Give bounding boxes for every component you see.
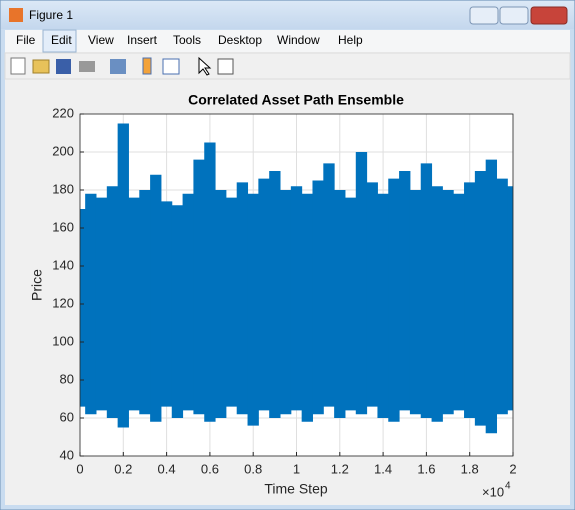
y-axis-label: Price [29, 269, 45, 301]
y-tick-label: 60 [60, 409, 74, 424]
x-axis-label: Time Step [264, 481, 327, 497]
print-icon[interactable] [79, 61, 95, 72]
colorbar-icon[interactable] [142, 57, 152, 75]
menu-item[interactable]: Insert [127, 33, 158, 47]
y-tick-label: 200 [52, 143, 74, 158]
plot-tools-icon[interactable] [217, 58, 234, 75]
menu-bar [5, 30, 570, 52]
link-icon[interactable] [110, 59, 126, 74]
x-tick-label: 1 [293, 461, 300, 476]
menu-item[interactable]: View [88, 33, 114, 47]
open-icon[interactable] [32, 59, 50, 74]
x-exponent: 4 [505, 481, 511, 492]
y-tick-label: 80 [60, 371, 74, 386]
chart-title: Correlated Asset Path Ensemble [188, 92, 404, 108]
toolbar-icons [10, 56, 234, 76]
menu-item[interactable]: Tools [173, 33, 201, 47]
x-multiplier: ×10 [482, 484, 504, 499]
pointer-icon[interactable] [198, 56, 212, 76]
minimize-button[interactable] [469, 6, 499, 25]
y-tick-label: 100 [52, 333, 74, 348]
y-tick-label: 160 [52, 219, 74, 234]
x-tick-label: 1.2 [331, 461, 349, 476]
x-tick-label: 2 [509, 461, 516, 476]
close-button[interactable] [530, 6, 568, 25]
x-tick-label: 0.6 [201, 461, 219, 476]
app-icon [9, 8, 23, 22]
x-tick-label: 0 [76, 461, 83, 476]
y-tick-label: 140 [52, 257, 74, 272]
window-title: Figure 1 [29, 8, 73, 22]
toolbar [4, 52, 571, 80]
y-tick-label: 40 [60, 447, 74, 462]
x-tick-label: 0.8 [244, 461, 262, 476]
save-icon[interactable] [56, 59, 71, 74]
menu-item[interactable]: Desktop [218, 33, 262, 47]
menu-item[interactable]: Window [277, 33, 320, 47]
y-tick-label: 180 [52, 181, 74, 196]
menu-highlight [42, 29, 77, 53]
menu-item[interactable]: File [16, 33, 36, 47]
y-tick-label: 120 [52, 295, 74, 310]
x-tick-label: 1.4 [374, 461, 392, 476]
menu-item[interactable]: Help [338, 33, 363, 47]
new-icon[interactable] [10, 57, 26, 75]
x-tick-label: 0.2 [114, 461, 132, 476]
x-tick-label: 0.4 [158, 461, 176, 476]
menu-item[interactable]: Edit [51, 33, 72, 47]
x-tick-label: 1.6 [417, 461, 435, 476]
maximize-button[interactable] [499, 6, 529, 25]
y-tick-label: 220 [52, 105, 74, 120]
legend-icon[interactable] [162, 58, 180, 75]
x-tick-label: 1.8 [461, 461, 479, 476]
